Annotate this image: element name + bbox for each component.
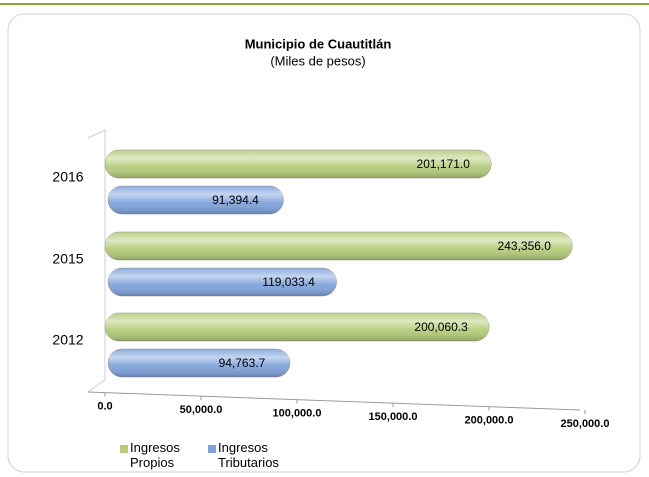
legend-swatch bbox=[208, 445, 216, 453]
value-label: 201,171.0 bbox=[417, 157, 471, 171]
legend-swatch bbox=[120, 445, 128, 453]
x-tick-label: 50,000.0 bbox=[180, 404, 223, 416]
value-label: 243,356.0 bbox=[498, 239, 552, 253]
y-tick-label: 2015 bbox=[52, 251, 83, 267]
legend-label: Ingresos Propios bbox=[130, 440, 180, 470]
bar-highlight bbox=[105, 150, 492, 178]
chart-title: Municipio de Cuautitlán bbox=[245, 36, 392, 51]
x-tick-label: 250,000.0 bbox=[561, 418, 610, 430]
y-tick-label: 2016 bbox=[52, 169, 83, 185]
legend-item: Ingresos Propios bbox=[120, 440, 210, 470]
value-label: 200,060.3 bbox=[414, 320, 468, 334]
chart-subtitle: (Miles de pesos) bbox=[270, 53, 365, 68]
bar-highlight bbox=[108, 349, 290, 377]
bar-highlight bbox=[105, 313, 490, 341]
value-label: 94,763.7 bbox=[219, 356, 266, 370]
bar-highlight bbox=[108, 186, 284, 214]
bar-highlight bbox=[108, 268, 337, 296]
x-axis bbox=[87, 391, 581, 411]
x-tick-label: 0.0 bbox=[97, 401, 112, 413]
legend-label: Ingresos Tributarios bbox=[218, 440, 279, 470]
value-label: 119,033.4 bbox=[262, 275, 315, 289]
y-tick-label: 2012 bbox=[52, 332, 83, 348]
back-wall bbox=[87, 129, 106, 393]
bar-highlight bbox=[105, 232, 573, 260]
x-tick-label: 200,000.0 bbox=[465, 415, 514, 427]
x-tick-label: 150,000.0 bbox=[369, 411, 418, 423]
value-label: 91,394.4 bbox=[212, 193, 259, 207]
legend-item: Ingresos Tributarios bbox=[208, 440, 298, 470]
x-tick-label: 100,000.0 bbox=[273, 408, 322, 420]
